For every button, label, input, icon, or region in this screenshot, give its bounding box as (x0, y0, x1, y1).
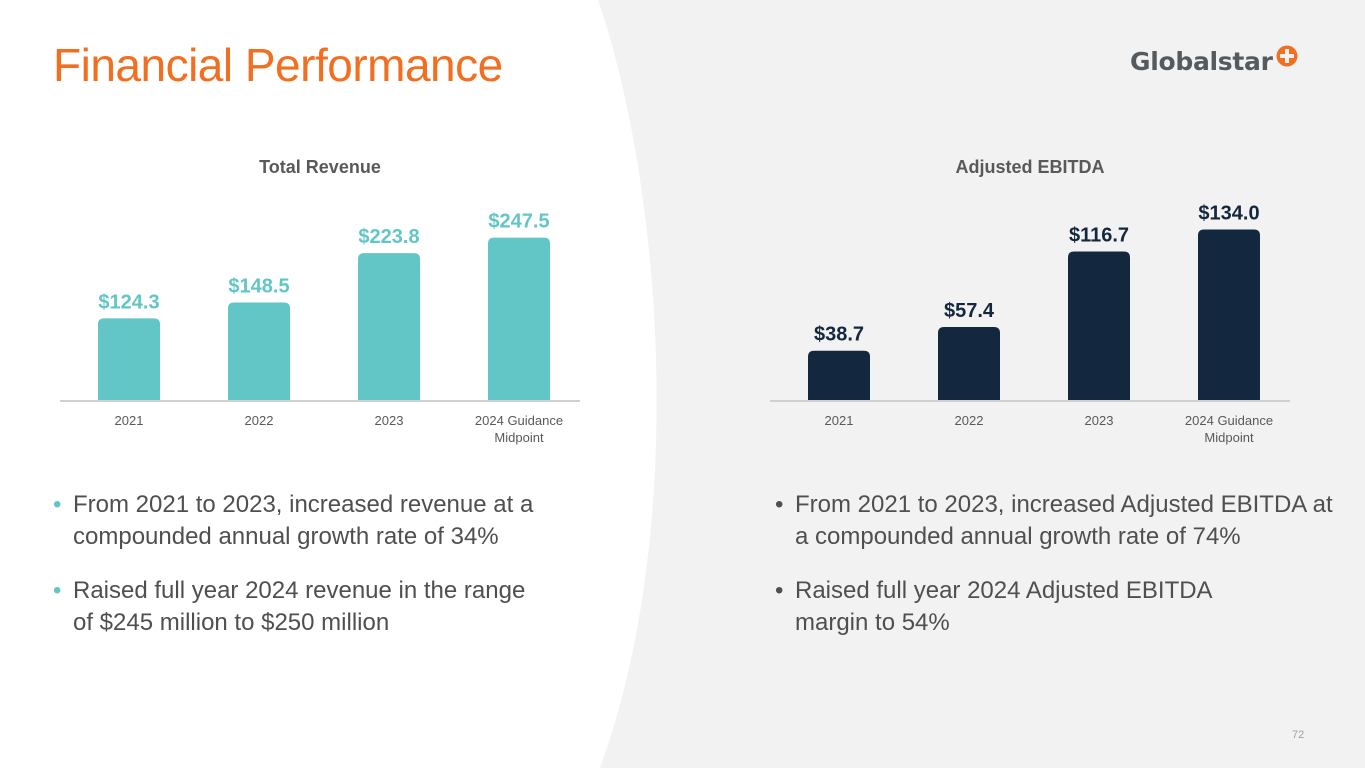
globalstar-logo: Globalstar (1130, 44, 1298, 78)
data-label: $57.4 (944, 300, 995, 322)
plus-circle-icon (1276, 45, 1298, 67)
x-tick-label: 2021 (115, 413, 144, 428)
bar (98, 318, 160, 400)
data-label: $124.3 (98, 291, 159, 313)
bullet-dot: • (775, 491, 784, 518)
bullet-item: • Raised full year 2024 Adjusted EBITDA … (775, 575, 1335, 639)
bullet-line: of $245 million to $250 million (73, 609, 390, 636)
adjusted-ebitda-svg: Adjusted EBITDA $38.7 2021 $57.4 2022 $116.7 2… (770, 157, 1290, 445)
ebitda-bullet-list: • From 2021 to 2023, increased Adjusted … (775, 489, 1335, 661)
bullet-line: Raised full year 2024 Adjusted EBITDA (795, 577, 1213, 604)
total-revenue-svg: Total Revenue $124.3 2021 $148.5 2022 $223.8 2… (60, 157, 580, 445)
revenue-bullet-list: • From 2021 to 2023, increased revenue a… (53, 489, 573, 661)
page-number: 72 (1292, 729, 1305, 741)
bullet-item: • From 2021 to 2023, increased Adjusted … (775, 489, 1335, 553)
bullet-line: compounded annual growth rate of 34% (73, 523, 499, 550)
page-title: Financial Performance (53, 39, 503, 91)
data-label: $223.8 (358, 226, 419, 248)
logo-wordmark: Globalstar (1130, 46, 1273, 76)
bullet-dot: • (53, 577, 62, 604)
data-label: $134.0 (1198, 202, 1259, 224)
total-revenue-chart: Total Revenue $124.3 2021 $148.5 2022 $223.8 2… (60, 150, 620, 460)
adjusted-ebitda-chart: Adjusted EBITDA $38.7 2021 $57.4 2022 $116.7 2… (770, 150, 1330, 460)
bullet-dot: • (775, 577, 784, 604)
bar (938, 326, 1000, 400)
bar (228, 302, 290, 400)
data-label: $247.5 (488, 211, 549, 233)
bullet-item: • Raised full year 2024 revenue in the r… (53, 575, 573, 639)
x-tick-label: 2023 (1085, 413, 1114, 428)
bullet-dot: • (53, 491, 62, 518)
bar (358, 253, 420, 400)
bar (808, 350, 870, 400)
x-tick-label: 2024 Guidance Midpoint (1185, 413, 1273, 445)
x-tick-label: 2024 Guidance Midpoint (475, 413, 563, 445)
bullet-line: From 2021 to 2023, increased Adjusted EB… (795, 491, 1333, 518)
bullet-line: margin to 54% (795, 609, 950, 636)
bullet-line: a compounded annual growth rate of 74% (795, 523, 1241, 550)
bullet-line: Raised full year 2024 revenue in the ran… (73, 577, 526, 604)
data-label: $38.7 (814, 324, 864, 346)
x-tick-label: 2022 (955, 413, 984, 428)
x-tick-label: 2022 (245, 413, 274, 428)
chart-title: Adjusted EBITDA (955, 157, 1104, 177)
x-tick-label: 2021 (825, 413, 854, 428)
data-label: $116.7 (1069, 224, 1129, 246)
bar (1068, 251, 1130, 400)
x-tick-label: 2023 (375, 413, 404, 428)
data-label: $148.5 (228, 276, 289, 298)
bullet-item: • From 2021 to 2023, increased revenue a… (53, 489, 573, 553)
chart-title: Total Revenue (259, 157, 381, 177)
bar (488, 237, 550, 400)
bar (1198, 229, 1260, 400)
bullet-line: From 2021 to 2023, increased revenue at … (73, 491, 534, 518)
